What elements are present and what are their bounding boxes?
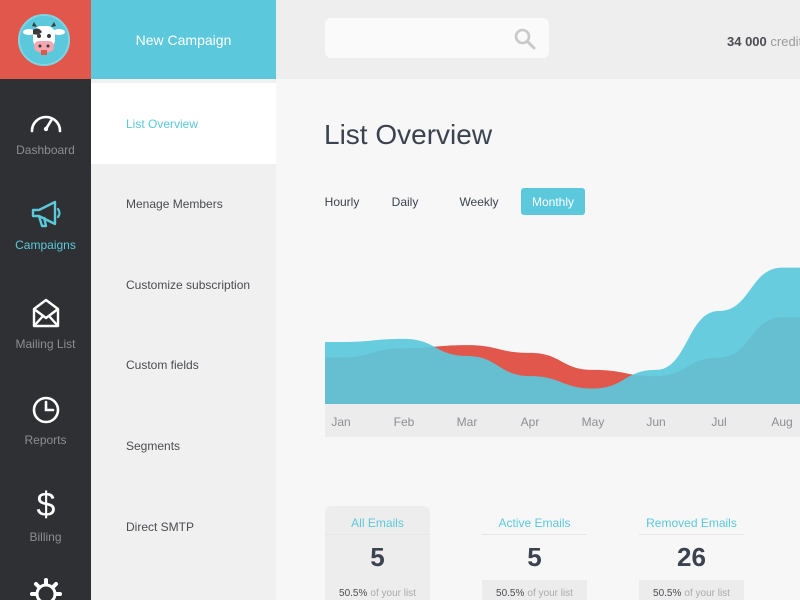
stat-suffix: of your list [370,587,416,599]
stat-suffix: of your list [684,587,730,599]
stat-percent: 50.5% [339,587,368,599]
envelope-icon [32,298,59,328]
subnav-item-custom-fields[interactable]: Custom fields [126,357,199,372]
period-weekly-button[interactable]: Weekly [459,194,499,209]
nav-item-mailing-list[interactable]: Mailing List [0,297,91,351]
nav-item-dashboard[interactable]: Dashboard [0,109,91,157]
nav-item-campaigns[interactable]: Campaigns [0,198,91,252]
svg-text:$: $ [36,486,55,522]
period-hourly-button[interactable]: Hourly [324,194,360,209]
nav-item-settings[interactable] [0,578,91,600]
stat-footer: 50.5% of your list [639,580,744,600]
stat-divider [482,534,587,535]
stat-label: Removed Emails [646,516,737,530]
stat-percent: 50.5% [496,587,525,599]
cow-logo-icon [18,14,70,66]
top-bar: 34 000 credits [276,0,800,79]
period-daily-button[interactable]: Daily [391,194,419,209]
x-tick-label-jun: Jun [646,415,666,429]
search-input[interactable] [335,26,505,50]
stat-suffix: of your list [527,587,573,599]
nav-item-billing[interactable]: $ Billing [0,486,91,544]
x-tick-label-jan: Jan [331,415,351,429]
x-tick-label-apr: Apr [520,415,540,429]
subnav-item-customize-subscription[interactable]: Customize subscription [126,277,251,292]
x-axis-bar [325,404,800,437]
area-series-1 [325,267,800,404]
page-title: List Overview [324,119,493,150]
stat-divider [639,534,744,535]
credits-amount: 34 000 [727,34,767,49]
stat-card-all-emails[interactable]: All Emails 5 50.5% of your list [325,506,430,600]
logo-area[interactable] [0,0,91,79]
search-icon[interactable] [514,28,536,50]
stat-value: 5 [370,542,385,572]
sub-navigation: New Campaign List Overview Menage Member… [91,0,276,600]
dashboard-gauge-icon [30,115,61,133]
gear-icon [29,578,62,600]
stat-value: 26 [677,542,706,572]
new-campaign-button[interactable]: New Campaign [91,0,276,79]
period-monthly-button[interactable]: Monthly [521,188,585,215]
nav-label-dashboard: Dashboard [16,143,75,157]
x-tick-label-may: May [581,415,605,429]
megaphone-icon [31,200,61,228]
x-tick-label-mar: Mar [456,415,478,429]
stat-label: All Emails [351,516,404,530]
stat-divider [325,534,430,535]
credits-balance: 34 000 credits [727,34,800,49]
nav-item-reports[interactable]: Reports [0,395,91,447]
x-tick-label-aug: Aug [771,415,793,429]
nav-label-campaigns: Campaigns [15,238,76,252]
clock-icon [32,396,59,424]
subnav-item-direct-smtp[interactable]: Direct SMTP [126,519,195,534]
subnav-item-list-overview[interactable]: List Overview [91,83,276,164]
main-navigation: Dashboard Campaigns Mailing List Reports… [0,0,91,600]
list-overview-chart: Jan Feb Mar Apr May Jun Jul Aug [325,249,800,439]
x-tick-label-jul: Jul [711,415,727,429]
credits-label: credits [770,34,800,49]
subnav-item-segments[interactable]: Segments [126,438,181,453]
stat-footer: 50.5% of your list [325,580,430,600]
stat-card-active-emails[interactable]: Active Emails 5 50.5% of your list [482,506,587,600]
stat-footer: 50.5% of your list [482,580,587,600]
stat-percent: 50.5% [653,587,682,599]
stat-card-removed-emails[interactable]: Removed Emails 26 50.5% of your list [639,506,744,600]
stat-label: Active Emails [498,516,571,530]
x-tick-label-feb: Feb [393,415,415,429]
nav-label-reports: Reports [24,433,67,447]
stat-value: 5 [527,542,542,572]
main-content: List Overview Hourly Daily Weekly Monthl… [276,79,800,600]
nav-label-mailing-list: Mailing List [15,337,76,351]
area-chart [325,267,800,404]
search-box [325,18,549,58]
subnav-item-manage-members[interactable]: Menage Members [126,196,223,211]
nav-label-billing: Billing [29,530,62,544]
dollar-icon: $ [36,486,55,522]
